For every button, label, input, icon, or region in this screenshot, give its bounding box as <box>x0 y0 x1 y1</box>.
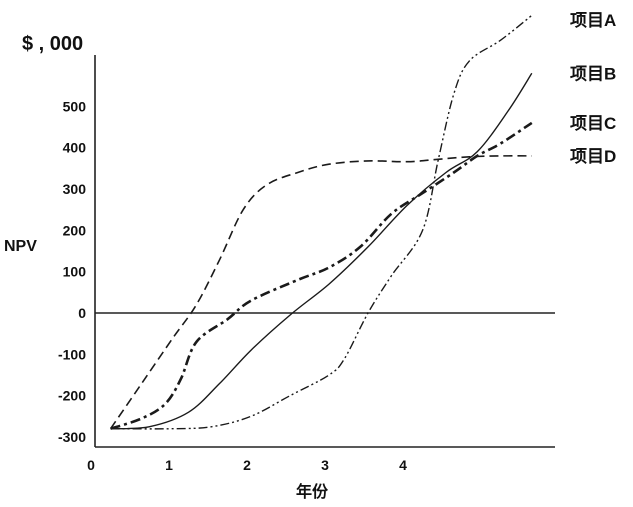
y-tick-label: -300 <box>58 429 86 445</box>
y-tick-label: 300 <box>63 181 87 197</box>
y-tick-label: -100 <box>58 346 86 362</box>
legend-entry-4: 项目D <box>570 147 616 166</box>
unit-label: $ , 000 <box>22 33 83 55</box>
legend: 项目A 项目B 项目C 项目D <box>570 11 616 166</box>
legend-entry-3: 项目C <box>570 114 616 133</box>
series-line-4 <box>109 155 532 430</box>
x-tick-label: 4 <box>399 457 407 473</box>
y-tick-label: 500 <box>63 98 87 114</box>
x-tick-label: 1 <box>165 457 173 473</box>
x-tick-label: 0 <box>87 457 95 473</box>
series-line-2 <box>110 72 533 430</box>
axes <box>94 55 555 448</box>
legend-entry-2: 项目B <box>570 64 616 83</box>
x-tick-label: 2 <box>243 457 251 473</box>
x-tick-label: 3 <box>321 457 329 473</box>
series-line-3 <box>110 121 533 430</box>
y-tick-label: 400 <box>63 140 87 156</box>
y-axis-title: NPV <box>4 238 37 255</box>
legend-entry-1: 项目A <box>570 11 616 30</box>
y-tick-label: 0 <box>78 305 86 321</box>
y-tick-label: 200 <box>63 222 87 238</box>
x-axis-title: 年份 <box>296 482 329 501</box>
y-tick-label: -200 <box>58 388 86 404</box>
series-lines <box>109 14 533 430</box>
series-line-1 <box>110 14 533 430</box>
y-tick-label: 100 <box>63 264 87 280</box>
